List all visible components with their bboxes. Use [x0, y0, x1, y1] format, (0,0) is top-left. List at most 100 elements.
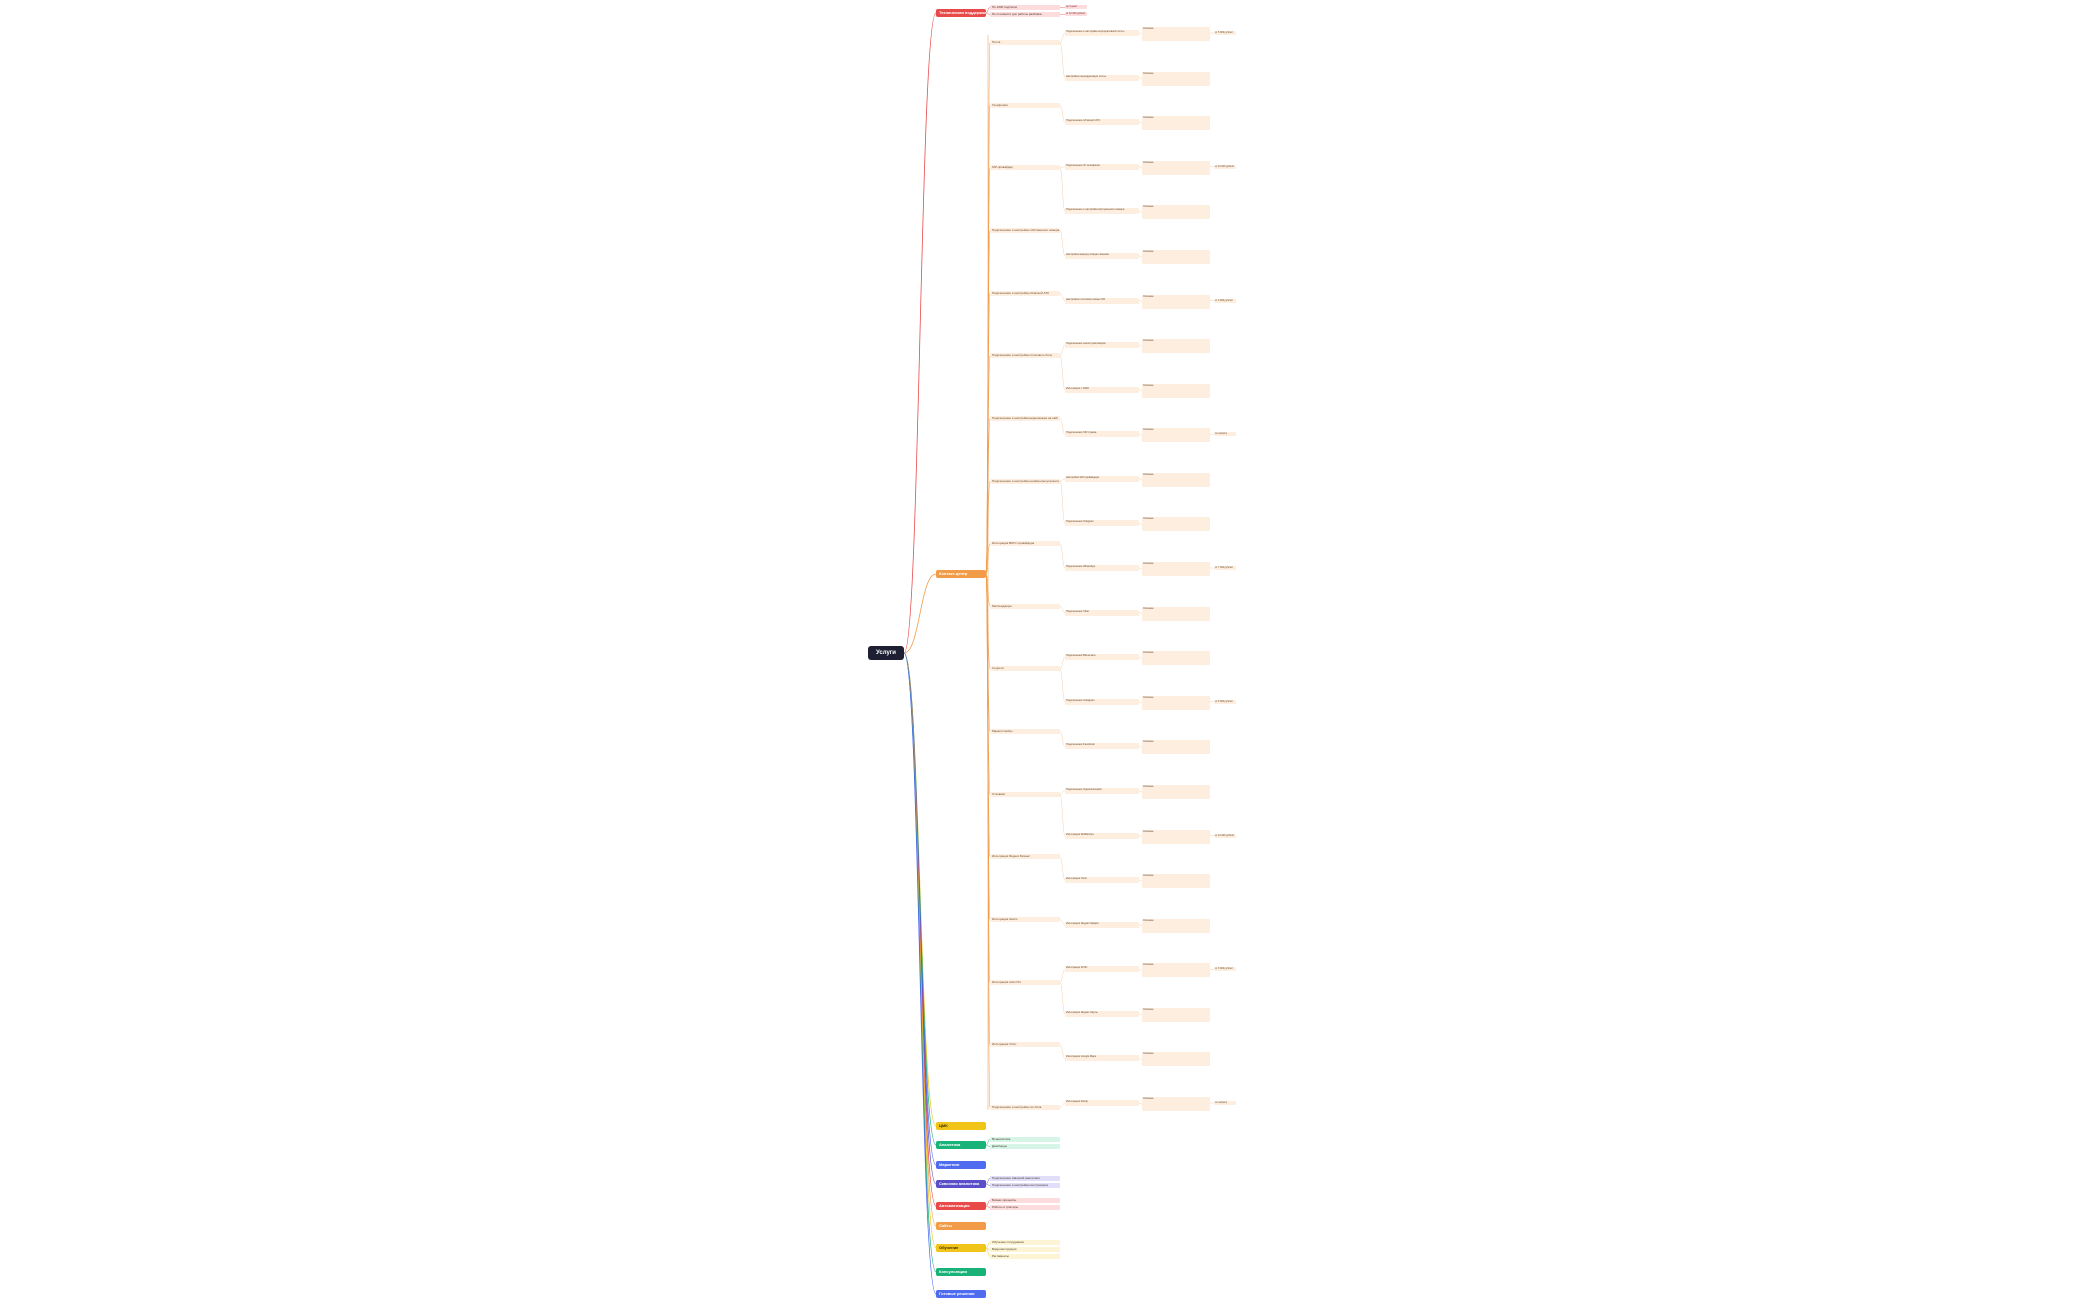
contact-center-subitem[interactable]: Подключение и настройка собственного ном… [990, 227, 1060, 233]
connector-line [1059, 166, 1066, 168]
service-description: Описание [1142, 294, 1210, 309]
contact-center-subitem[interactable]: Соцсети [990, 666, 1060, 672]
subitem-0-0[interactable]: По 1000 подписок [990, 5, 1060, 10]
subitem-5-0[interactable]: Подключение сквозной аналитики [990, 1176, 1060, 1181]
connector-line [1059, 32, 1066, 43]
service-item[interactable]: Интеграция Wildberries [1065, 832, 1139, 839]
category-1[interactable]: Контакт-центр [936, 570, 986, 578]
service-item[interactable]: Настройка SIP-провайдера [1065, 475, 1139, 482]
category-5[interactable]: Сквозная аналитика [936, 1180, 986, 1188]
service-item[interactable]: Подключение Viber [1065, 609, 1139, 616]
service-item[interactable]: Настройка переадресации почты [1065, 74, 1139, 81]
connector-line [1138, 1102, 1143, 1105]
service-description: Описание [1142, 116, 1210, 131]
price-tag: по запросу [1214, 432, 1236, 437]
service-item[interactable]: Настройка маршрутизации звонков [1065, 252, 1139, 259]
connector-line [1059, 668, 1066, 702]
connector-line [1138, 612, 1143, 614]
contact-center-subitem[interactable]: Почта [990, 40, 1060, 45]
service-description: Описание [1142, 71, 1210, 86]
subitem-6-1[interactable]: Роботы и триггеры [990, 1205, 1060, 1210]
connector-line [1059, 167, 1066, 212]
contact-center-subitem[interactable]: Маркетплейсы [990, 729, 1060, 735]
price-tag: от 5 000 рублей [1214, 31, 1236, 35]
category-7[interactable]: Сайты [936, 1222, 986, 1230]
service-item[interactable]: Подключение Facebook [1065, 743, 1139, 750]
service-item[interactable]: Подключение SIP-транка [1065, 431, 1139, 438]
service-item[interactable]: Интеграция Google Maps [1065, 1055, 1139, 1062]
service-item[interactable]: Интеграция Яндекс Маркет [1065, 921, 1139, 928]
service-item[interactable]: Подключение записи разговоров [1065, 342, 1139, 349]
connector-line [1138, 77, 1143, 79]
service-description: Описание [1142, 160, 1210, 175]
service-item[interactable]: Подключение WhatsApp [1065, 565, 1139, 571]
service-description: Описание [1142, 784, 1210, 799]
price-tag: от 3 000 рублей [1214, 298, 1236, 303]
service-description: Описание [1142, 918, 1210, 933]
service-item[interactable]: Интеграция Яндекс Карты [1065, 1010, 1139, 1017]
price-tag: от 7 000 рублей [1214, 566, 1236, 570]
connector-line [1138, 746, 1143, 748]
connector-line [1059, 856, 1066, 881]
service-item[interactable]: Подключение IP-телефонии [1065, 163, 1139, 170]
category-6[interactable]: Автоматизация [936, 1202, 986, 1210]
service-description: Описание [1142, 472, 1210, 487]
category-2[interactable]: ЦМК [936, 1122, 986, 1130]
subitem-tag: до 3 дней [1065, 5, 1087, 9]
contact-center-subitem[interactable]: Подключение и настройка облачной АТС [990, 290, 1060, 296]
service-item[interactable]: Интеграция с CRM [1065, 386, 1139, 393]
contact-center-subitem[interactable]: Подключение и настройка видеозвонка на с… [990, 415, 1060, 421]
contact-center-subitem[interactable]: Интеграция Ozon [990, 1042, 1060, 1048]
service-item[interactable]: Подключение и настройка корпоративной по… [1065, 30, 1139, 36]
contact-center-subitem[interactable]: Интеграция Яндекс Бизнес [990, 854, 1060, 860]
subitem-8-2[interactable]: Регламенты [990, 1254, 1060, 1259]
service-item[interactable]: Интеграция Ozon [1065, 877, 1139, 884]
category-4[interactable]: Маркетинг [936, 1161, 986, 1169]
subitem-8-1[interactable]: Видеоинструкции [990, 1247, 1060, 1252]
contact-center-subitem[interactable]: Мессенджеры [990, 603, 1060, 609]
price-tag: от 3 000 рублей [1214, 967, 1236, 972]
service-description: Описание [1142, 1097, 1210, 1111]
contact-center-subitem[interactable]: Интеграция Avito Pro [990, 979, 1060, 985]
subitem-8-0[interactable]: Обучение сотрудников [990, 1240, 1060, 1245]
service-item[interactable]: Интеграция Flamp [1065, 1100, 1139, 1106]
service-item[interactable]: Подключение и настройка виртуального ном… [1065, 208, 1139, 215]
contact-center-subitem[interactable]: Телефония [990, 102, 1060, 108]
connector-line [1059, 478, 1066, 482]
contact-center-subitem[interactable]: Интеграция Авито [990, 917, 1060, 923]
service-item[interactable]: Подключение Instagram [1065, 698, 1139, 705]
service-item[interactable]: Подключение облачной АТС [1065, 119, 1139, 126]
service-item[interactable]: Настройка голосового меню IVR [1065, 297, 1139, 304]
connector-line [1138, 879, 1143, 882]
contact-center-subitem[interactable]: SIP-провайдер [990, 165, 1060, 171]
category-3[interactable]: Аналитика [936, 1141, 986, 1149]
subitem-5-1[interactable]: Подключение и настройка коллтрекинга [990, 1183, 1060, 1188]
contact-center-subitem[interactable]: Подключение и настройка онлайн-консульта… [990, 478, 1060, 484]
root-node[interactable]: Услуги [868, 646, 904, 660]
subitem-6-0[interactable]: Бизнес-процессы [990, 1198, 1060, 1203]
service-item[interactable]: Интеграция 2ГИС [1065, 966, 1139, 973]
contact-center-subitem[interactable]: Подключение и настройка чат-бота [990, 1105, 1060, 1110]
category-10[interactable]: Готовые решения [936, 1290, 986, 1298]
category-8[interactable]: Обучение [936, 1244, 986, 1252]
service-item[interactable]: Подключение Одноклассники [1065, 787, 1139, 794]
connector-line [1138, 434, 1143, 436]
service-description: Описание [1142, 740, 1210, 755]
contact-center-subitem[interactable]: Отзовики [990, 791, 1060, 797]
subitem-3-0[interactable]: BI-аналитика [990, 1137, 1060, 1142]
subitem-0-1[interactable]: По стоимости доп работы разбивка [990, 12, 1060, 17]
contact-center-subitem[interactable]: Подключение и настройка голосового бота [990, 353, 1060, 359]
service-item[interactable]: Подключение ВКонтакте [1065, 654, 1139, 661]
contact-center-subitem[interactable]: Интеграция ВАТС провайдера [990, 541, 1060, 547]
connector-line [1138, 344, 1143, 347]
category-9[interactable]: Консультации [936, 1268, 986, 1276]
connector-line [985, 12, 991, 15]
connector-line [1059, 418, 1066, 435]
connector-line [1138, 567, 1143, 570]
category-0[interactable]: Техническая поддержка [936, 9, 986, 17]
service-item[interactable]: Подключение Telegram [1065, 520, 1139, 527]
service-description: Описание [1142, 428, 1210, 443]
service-description: Описание [1142, 517, 1210, 532]
subitem-3-1[interactable]: Дашборды [990, 1144, 1060, 1149]
